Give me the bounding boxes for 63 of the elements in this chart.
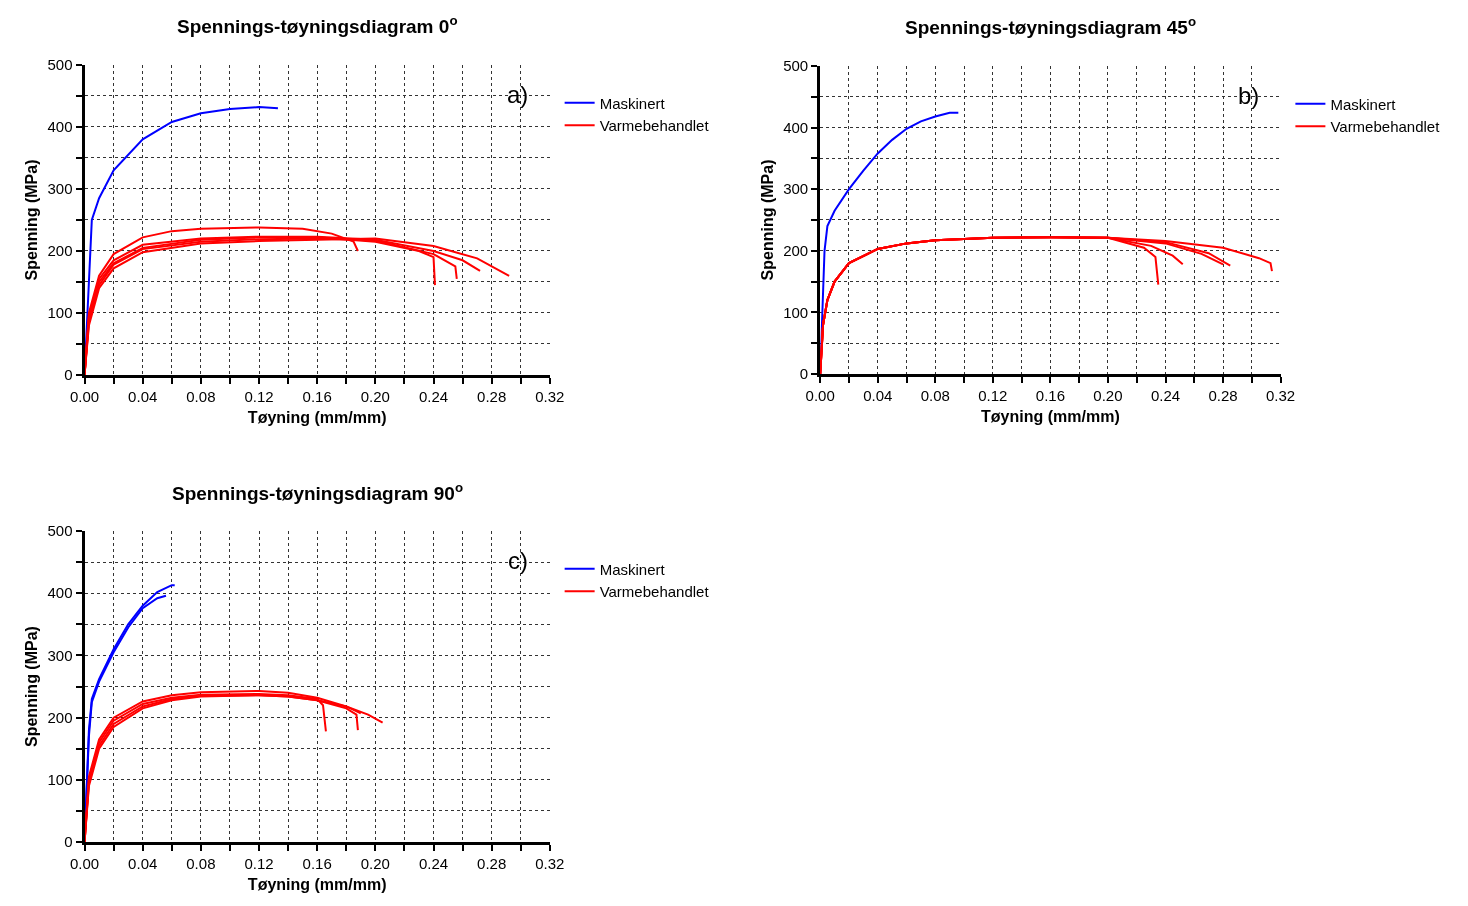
chart-title: Spennings-tøyningsdiagram 0$^{o}$ [177,13,458,37]
x-axis-title: Tøyning (mm/mm) [247,875,387,893]
x-tick-label: 0.04 [128,388,158,405]
y-axis-title: Spenning (MPa) [759,159,777,281]
x-tick-label: 0.08 [186,388,216,405]
chart-title: Spennings-tøyningsdiagram 45$^{o}$ [905,14,1197,38]
x-tick-label: 0.08 [186,855,216,873]
x-tick-label: 0.28 [477,855,507,873]
legend-label: Varmebehandlet [1330,118,1441,136]
x-tick-label: 0.12 [244,855,274,873]
x-tick-label: 0.00 [69,855,100,873]
x-tick-label: 0.28 [477,388,507,405]
annotation: c) [508,547,528,574]
x-tick-label: 0.12 [978,387,1008,405]
legend-label: Maskinert [599,94,666,112]
legend-label: Maskinert [1330,95,1397,113]
y-tick-label: 0 [799,365,809,383]
y-tick-label: 400 [47,118,73,136]
annotation: a) [507,81,529,108]
x-tick-label: 0.32 [535,855,565,873]
y-axis-title: Spenning (MPa) [23,159,41,281]
x-tick-label: 0.20 [360,388,390,405]
y-tick-label: 0 [64,833,73,851]
x-tick-label: 0.12 [244,388,274,405]
y-tick-label: 500 [783,57,809,75]
x-tick-label: 0.20 [360,855,390,873]
x-tick-label: 0.00 [805,387,835,405]
legend-label: Varmebehandlet [599,117,710,135]
x-tick-label: 0.00 [69,388,100,405]
x-tick-label: 0.24 [1150,387,1181,405]
y-tick-label: 0 [64,366,73,384]
y-axis-title: Spenning (MPa) [23,626,41,747]
y-tick-label: 500 [47,56,73,74]
y-tick-label: 200 [47,708,73,726]
x-tick-label: 0.16 [1035,387,1065,405]
y-tick-label: 100 [47,304,73,322]
y-tick-label: 200 [783,242,809,260]
annotation: b) [1238,82,1260,109]
x-tick-label: 0.16 [302,855,332,873]
x-tick-label: 0.08 [920,387,950,405]
y-tick-label: 100 [783,303,809,321]
chart-title: Spennings-tøyningsdiagram 90$^{o}$ [172,480,464,504]
legend-label: Maskinert [599,560,666,578]
x-tick-label: 0.24 [418,855,449,873]
y-tick-label: 400 [783,118,809,136]
x-tick-label: 0.32 [1266,387,1296,405]
legend-label: Varmebehandlet [599,583,710,601]
y-tick-label: 300 [47,180,73,198]
x-tick-label: 0.24 [418,388,449,405]
x-tick-label: 0.32 [535,388,565,405]
y-tick-label: 500 [47,522,73,540]
x-tick-label: 0.28 [1208,387,1238,405]
x-axis-title: Tøyning (mm/mm) [981,407,1120,425]
y-tick-label: 300 [783,180,809,198]
x-tick-label: 0.04 [863,387,893,405]
y-tick-label: 100 [47,771,73,789]
x-tick-label: 0.16 [302,388,332,405]
y-tick-label: 300 [47,646,73,664]
y-tick-label: 200 [47,242,73,260]
x-tick-label: 0.04 [128,855,158,873]
x-tick-label: 0.20 [1093,387,1123,405]
y-tick-label: 400 [47,584,73,602]
x-axis-title: Tøyning (mm/mm) [247,408,387,426]
